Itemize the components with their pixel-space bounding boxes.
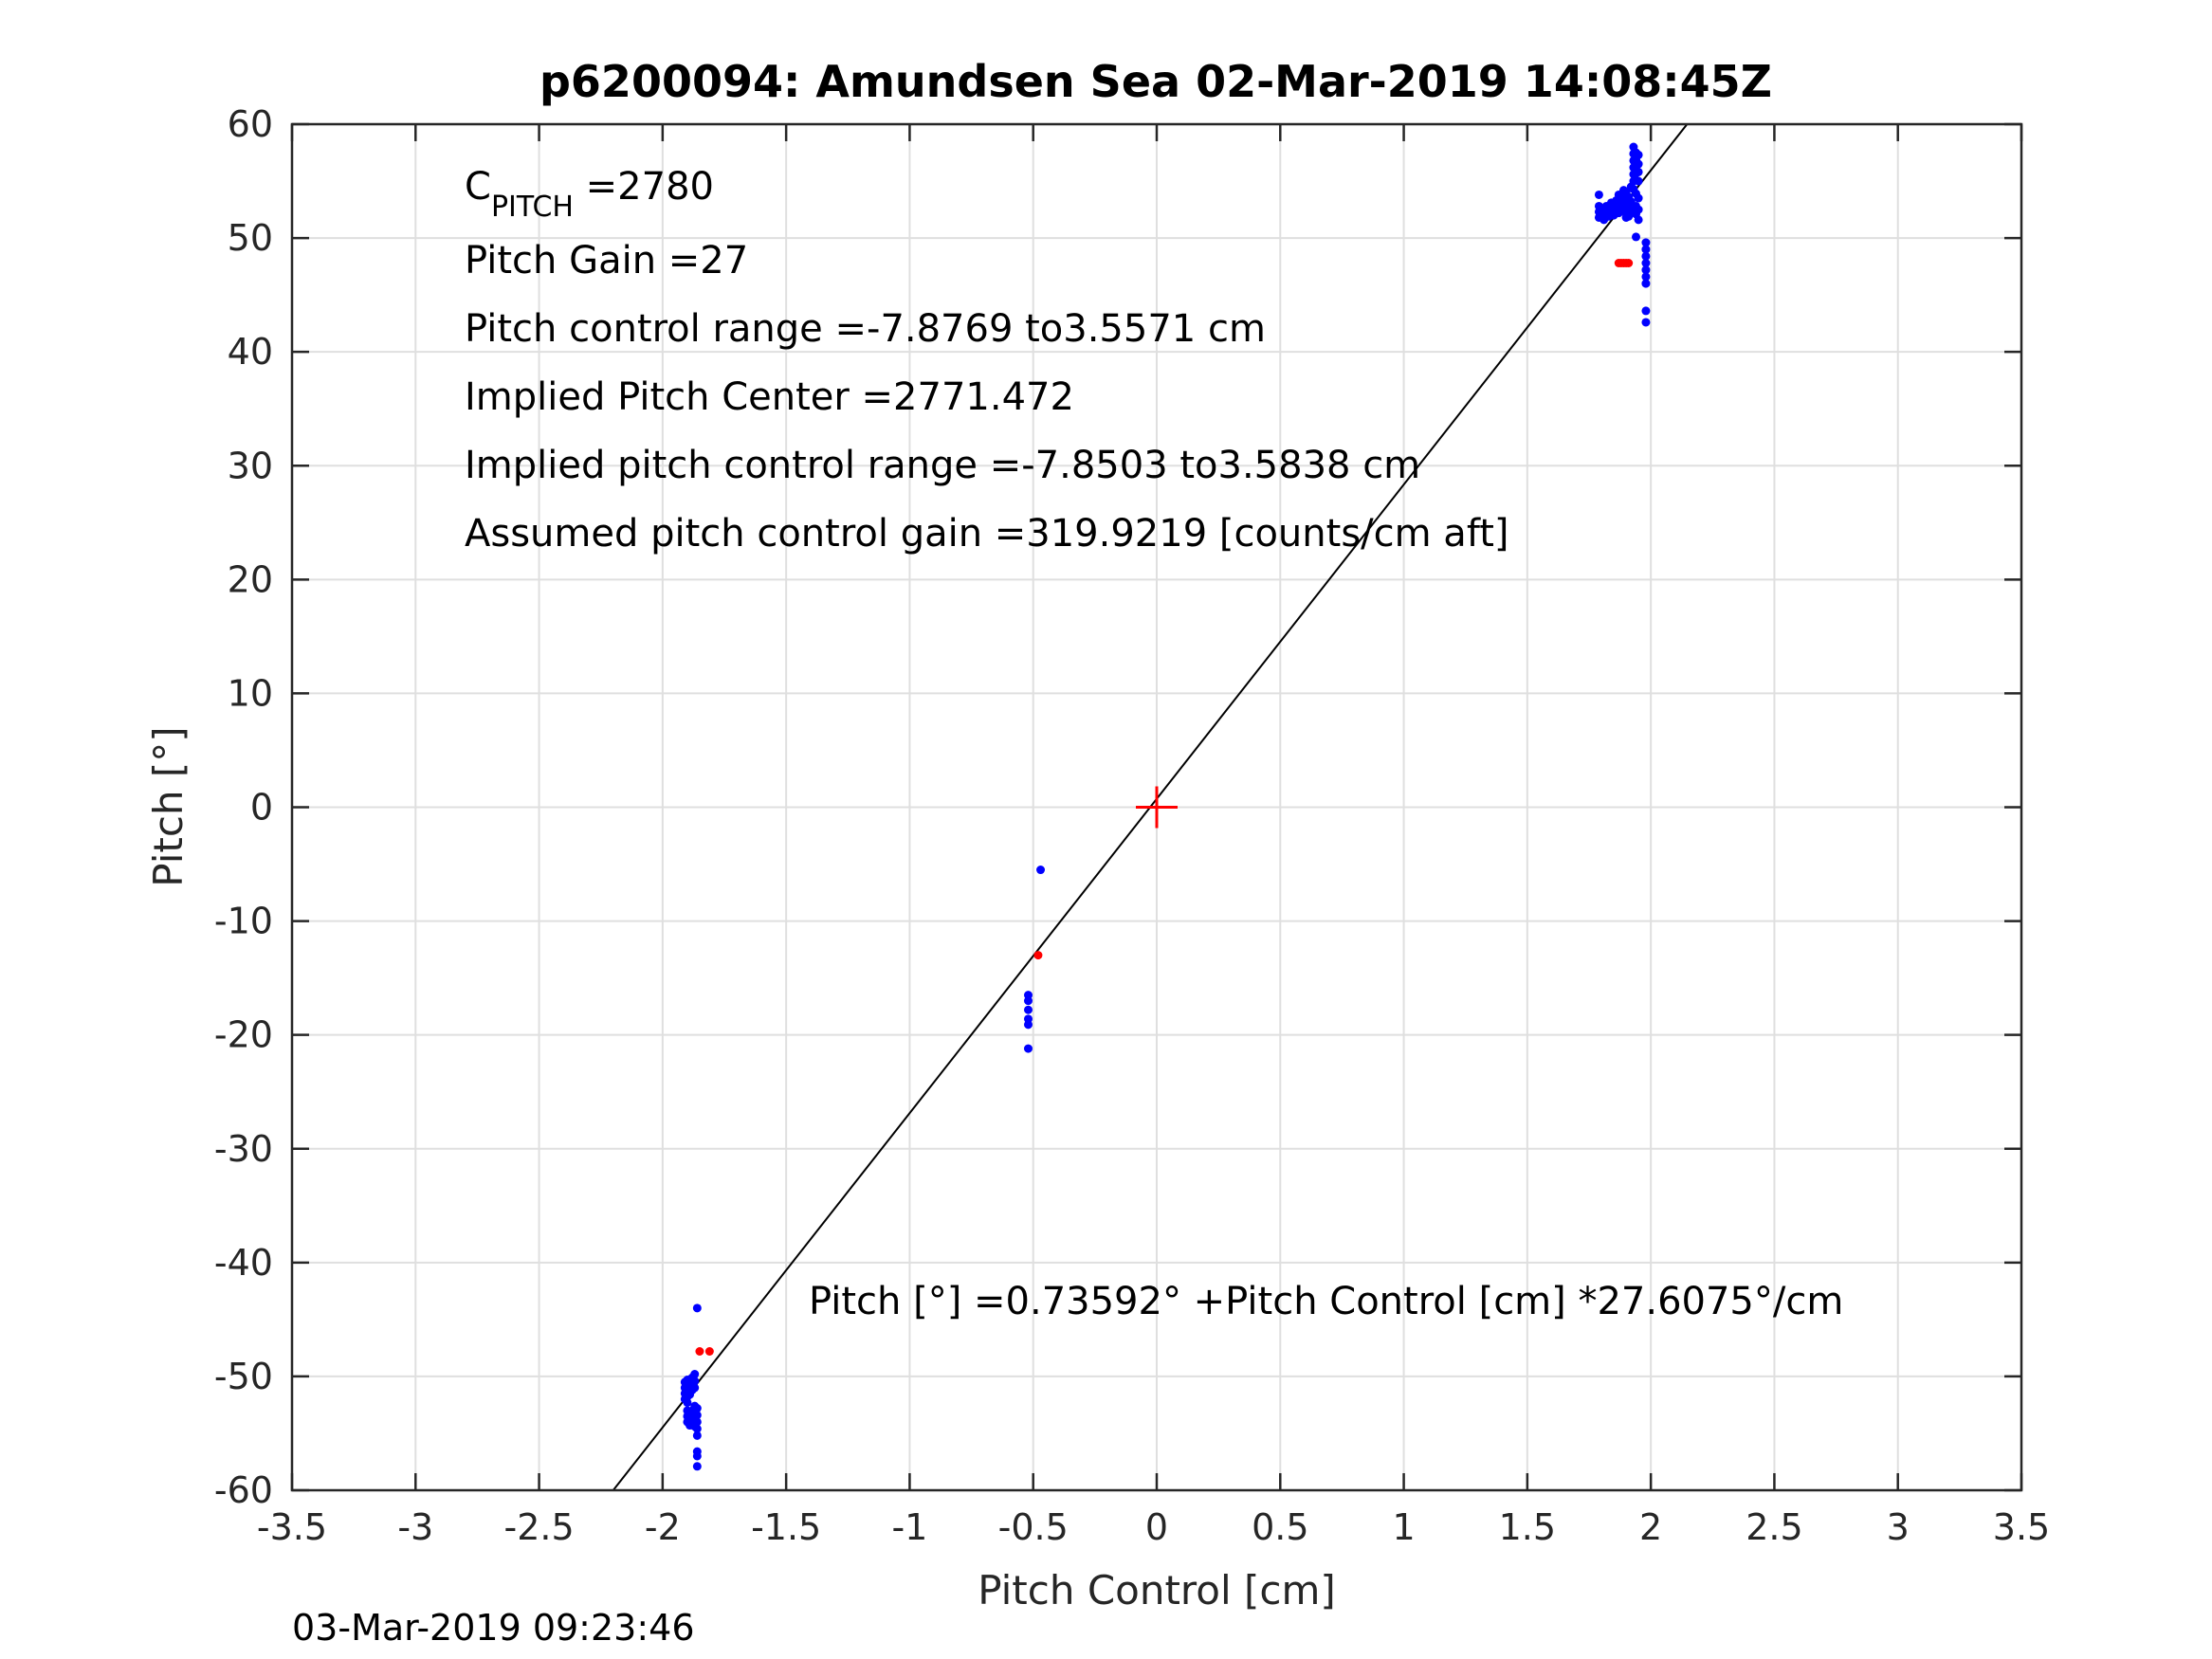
data-point — [683, 1398, 692, 1408]
y-tick-label: 20 — [228, 558, 273, 600]
data-point — [1634, 193, 1643, 203]
x-tick-label: 1 — [1392, 1506, 1415, 1548]
x-tick-label: 2.5 — [1746, 1506, 1802, 1548]
data-point — [1033, 951, 1043, 960]
data-point — [1641, 318, 1651, 327]
data-point — [1024, 1005, 1033, 1014]
data-point — [692, 1424, 702, 1433]
chart-title: p6200094: Amundsen Sea 02-Mar-2019 14:08… — [539, 56, 1772, 107]
x-tick-label: 1.5 — [1499, 1506, 1556, 1548]
y-tick-label: -10 — [214, 901, 273, 942]
y-axis-label: Pitch [°] — [145, 726, 192, 886]
data-point — [690, 1383, 700, 1393]
data-point — [1641, 238, 1651, 247]
data-point — [1641, 251, 1651, 261]
data-point — [692, 1404, 702, 1413]
data-point — [1641, 259, 1651, 268]
annotation-block: CPITCH =2780 Pitch Gain =27 Pitch contro… — [465, 165, 1843, 1323]
data-point — [1594, 190, 1603, 199]
annotation-implied-center: Implied Pitch Center =2771.472 — [465, 375, 1074, 419]
annotation-cpitch-base: C — [465, 165, 491, 209]
x-tick-label: -3.5 — [257, 1506, 327, 1548]
x-tick-label: 0.5 — [1252, 1506, 1308, 1548]
x-tick-labels: -3.5 -3 -2.5 -2 -1.5 -1 -0.5 0 0.5 1 1.5 2 2.5 3 3.5 — [257, 1506, 2050, 1548]
data-points — [680, 142, 1651, 1471]
x-tick-label: -0.5 — [998, 1506, 1069, 1548]
x-tick-label: -2 — [645, 1506, 681, 1548]
y-tick-label: -20 — [214, 1014, 273, 1056]
annotation-implied-range: Implied pitch control range =-7.8503 to3… — [465, 444, 1420, 487]
data-point — [1641, 279, 1651, 288]
data-point — [695, 1346, 704, 1356]
data-point — [1634, 150, 1643, 159]
y-tick-label: 10 — [228, 672, 273, 714]
data-point — [1641, 265, 1651, 275]
data-point — [1634, 159, 1643, 169]
x-axis-label: Pitch Control [cm] — [978, 1567, 1336, 1613]
annotation-cpitch-subscript: PITCH — [491, 191, 574, 224]
data-point — [692, 1451, 702, 1461]
data-point — [1024, 1044, 1033, 1053]
y-tick-label: 50 — [228, 217, 273, 259]
data-point — [1641, 272, 1651, 282]
annotation-control-range: Pitch control range =-7.8769 to3.5571 cm — [465, 307, 1266, 351]
y-tick-label: -40 — [214, 1242, 273, 1284]
data-point — [1624, 259, 1634, 268]
y-tick-label: -60 — [214, 1469, 273, 1511]
annotation-cpitch-value: =2780 — [574, 165, 714, 209]
data-point — [692, 1431, 702, 1440]
data-point — [1634, 205, 1643, 214]
annotation-cpitch: CPITCH =2780 — [465, 165, 714, 224]
annotation-pitch-gain: Pitch Gain =27 — [465, 239, 748, 283]
axis-ticks — [290, 122, 2023, 1492]
data-point — [1632, 232, 1641, 242]
x-tick-label: -1.5 — [751, 1506, 821, 1548]
data-point — [1024, 996, 1033, 1006]
data-point — [690, 1370, 700, 1379]
x-tick-label: 0 — [1145, 1506, 1168, 1548]
y-tick-labels: -60 -50 -40 -30 -20 -10 0 10 20 30 40 50 60 — [214, 103, 273, 1511]
data-point — [704, 1346, 714, 1356]
data-point — [1634, 215, 1643, 225]
y-tick-label: 40 — [228, 331, 273, 373]
y-tick-label: 60 — [228, 103, 273, 145]
x-tick-label: -2.5 — [503, 1506, 574, 1548]
y-tick-label: -30 — [214, 1128, 273, 1170]
data-point — [1036, 866, 1046, 875]
data-point — [1634, 167, 1643, 176]
annotation-fit-equation: Pitch [°] =0.73592° +Pitch Control [cm] … — [809, 1280, 1843, 1323]
data-point — [692, 1462, 702, 1471]
data-point — [692, 1304, 702, 1313]
x-tick-label: -3 — [397, 1506, 433, 1548]
x-tick-label: 2 — [1639, 1506, 1662, 1548]
x-tick-label: 3 — [1887, 1506, 1910, 1548]
timestamp: 03-Mar-2019 09:23:46 — [292, 1607, 695, 1649]
data-point — [692, 1411, 702, 1420]
data-point — [692, 1417, 702, 1427]
data-point — [1634, 176, 1643, 186]
x-tick-label: 3.5 — [1993, 1506, 2050, 1548]
data-point — [690, 1376, 700, 1386]
x-tick-label: -1 — [891, 1506, 927, 1548]
y-tick-label: 0 — [250, 787, 273, 829]
y-tick-label: 30 — [228, 445, 273, 486]
y-tick-label: -50 — [214, 1356, 273, 1397]
center-marker-layer — [1136, 786, 1178, 829]
annotation-assumed-gain: Assumed pitch control gain =319.9219 [co… — [465, 512, 1508, 556]
data-point — [1024, 1020, 1033, 1030]
data-point — [1641, 245, 1651, 254]
data-point — [1641, 306, 1651, 316]
